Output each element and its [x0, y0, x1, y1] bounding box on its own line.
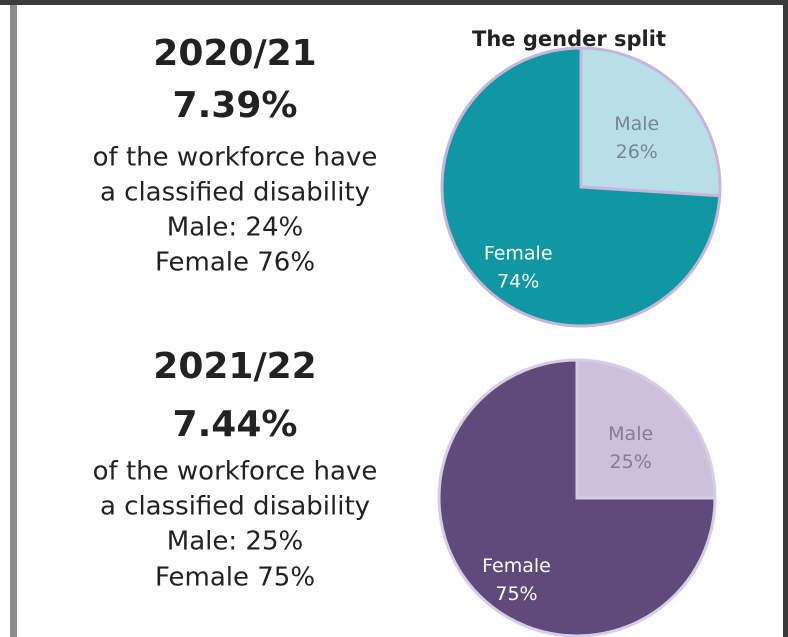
rate: 7.44% [173, 404, 298, 445]
slice-label: Male [614, 113, 659, 135]
slice-value: 25% [610, 451, 652, 473]
panel-line: of the workforce have [93, 457, 378, 487]
year: 2020/21 [153, 33, 316, 74]
panel-line: a classified disability [100, 178, 370, 208]
left-bar [10, 5, 17, 637]
pie-slice [437, 358, 717, 637]
panel-line: Female 75% [155, 563, 315, 593]
slice-label: Female [482, 555, 551, 577]
pie-slice [579, 46, 722, 198]
pie-slice [440, 46, 722, 328]
slice-value: 75% [495, 583, 537, 605]
panel-line: Male: 24% [167, 213, 303, 243]
slice-label: Male [608, 423, 653, 445]
slice-label: Female [484, 242, 553, 264]
slice-value: 74% [497, 270, 539, 292]
panel-line: Female 76% [155, 248, 315, 278]
panel-line: Male: 25% [167, 527, 303, 557]
right-border [783, 0, 788, 637]
pie-slice [575, 358, 717, 500]
top-border [0, 0, 788, 5]
year: 2021/22 [153, 346, 316, 387]
panel-line: of the workforce have [93, 143, 378, 173]
panel-line: a classified disability [100, 492, 370, 522]
slice-value: 26% [616, 141, 658, 163]
rate: 7.39% [173, 85, 298, 126]
pie-title: The gender split [472, 27, 666, 51]
